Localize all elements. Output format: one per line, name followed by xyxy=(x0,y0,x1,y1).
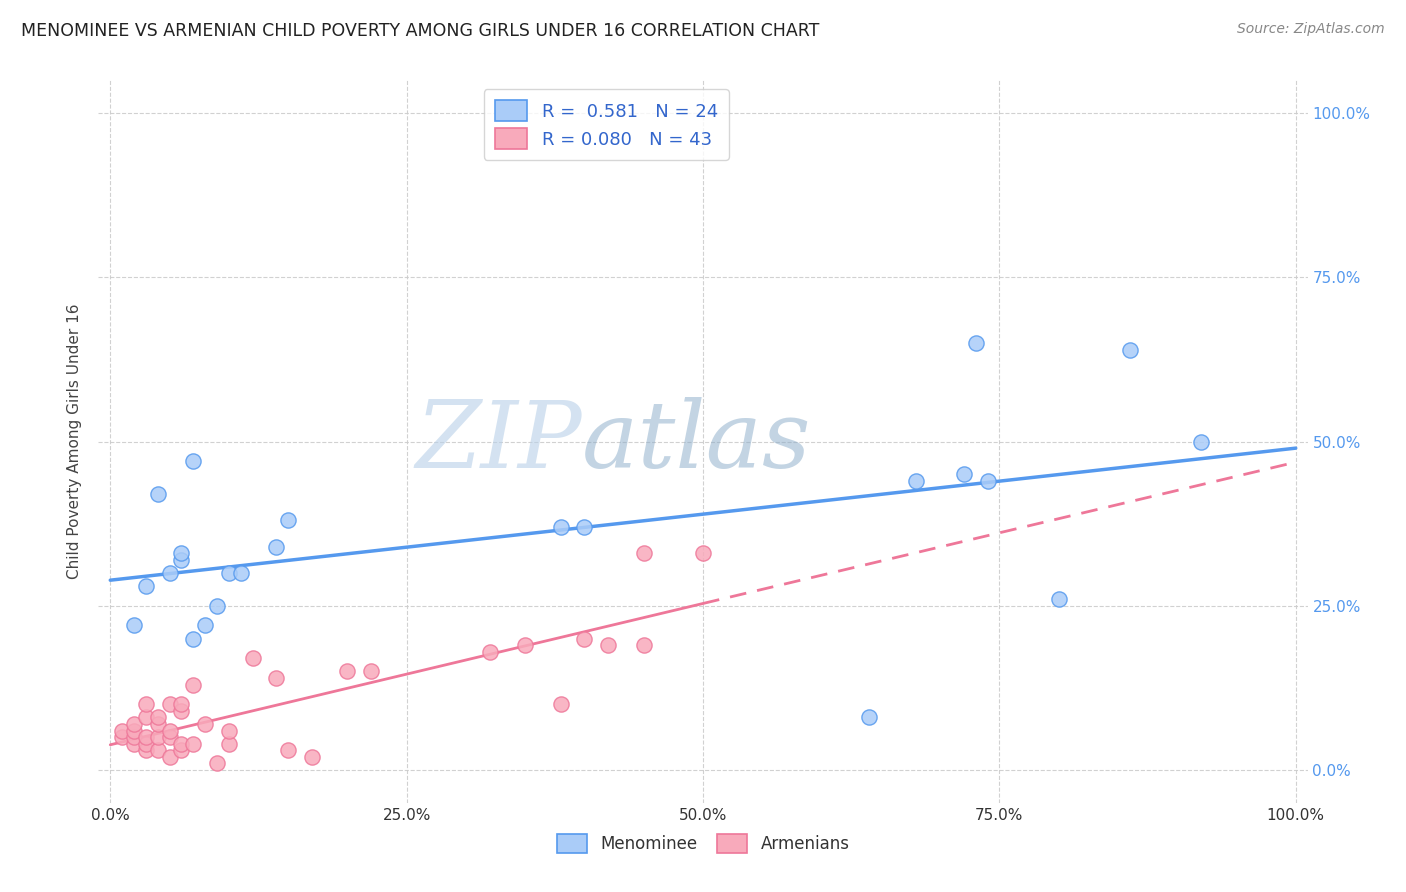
Point xyxy=(135,737,157,751)
Point xyxy=(218,566,240,580)
Point xyxy=(194,618,217,632)
Point xyxy=(135,579,157,593)
Point xyxy=(952,467,974,482)
Text: MENOMINEE VS ARMENIAN CHILD POVERTY AMONG GIRLS UNDER 16 CORRELATION CHART: MENOMINEE VS ARMENIAN CHILD POVERTY AMON… xyxy=(21,22,820,40)
Point xyxy=(146,730,169,744)
Point xyxy=(146,743,169,757)
Point xyxy=(170,553,193,567)
Point xyxy=(264,671,287,685)
Point xyxy=(194,717,217,731)
Point xyxy=(277,513,299,527)
Point xyxy=(122,730,145,744)
Point xyxy=(135,730,157,744)
Point xyxy=(170,704,193,718)
Point xyxy=(170,743,193,757)
Point xyxy=(181,737,204,751)
Point xyxy=(965,336,987,351)
Point xyxy=(264,540,287,554)
Point xyxy=(277,743,299,757)
Point xyxy=(360,665,382,679)
Point xyxy=(181,677,204,691)
Point xyxy=(170,546,193,560)
Point xyxy=(122,737,145,751)
Point xyxy=(515,638,537,652)
Point xyxy=(478,645,501,659)
Point xyxy=(159,723,181,738)
Point xyxy=(159,730,181,744)
Point xyxy=(976,474,998,488)
Point xyxy=(218,737,240,751)
Point xyxy=(1047,592,1070,607)
Point xyxy=(170,737,193,751)
Point xyxy=(122,618,145,632)
Point xyxy=(159,698,181,712)
Point xyxy=(122,717,145,731)
Point xyxy=(633,638,655,652)
Legend: Menominee, Armenians: Menominee, Armenians xyxy=(550,827,856,860)
Point xyxy=(1119,343,1142,357)
Point xyxy=(1189,434,1212,449)
Point xyxy=(633,546,655,560)
Point xyxy=(135,743,157,757)
Point xyxy=(598,638,620,652)
Point xyxy=(574,520,596,534)
Point xyxy=(122,723,145,738)
Point xyxy=(242,651,264,665)
Point xyxy=(550,520,572,534)
Point xyxy=(905,474,928,488)
Point xyxy=(181,454,204,468)
Point xyxy=(111,730,134,744)
Y-axis label: Child Poverty Among Girls Under 16: Child Poverty Among Girls Under 16 xyxy=(67,304,83,579)
Point xyxy=(135,710,157,724)
Point xyxy=(205,599,228,613)
Point xyxy=(159,566,181,580)
Point xyxy=(229,566,252,580)
Point xyxy=(692,546,714,560)
Point xyxy=(111,723,134,738)
Text: ZIP: ZIP xyxy=(415,397,582,486)
Point xyxy=(146,710,169,724)
Point xyxy=(574,632,596,646)
Point xyxy=(181,632,204,646)
Point xyxy=(146,487,169,501)
Point xyxy=(218,723,240,738)
Point xyxy=(301,749,323,764)
Point xyxy=(170,698,193,712)
Point xyxy=(858,710,880,724)
Text: Source: ZipAtlas.com: Source: ZipAtlas.com xyxy=(1237,22,1385,37)
Point xyxy=(550,698,572,712)
Point xyxy=(336,665,359,679)
Point xyxy=(159,749,181,764)
Point xyxy=(146,717,169,731)
Point xyxy=(135,698,157,712)
Text: atlas: atlas xyxy=(582,397,811,486)
Point xyxy=(205,756,228,771)
